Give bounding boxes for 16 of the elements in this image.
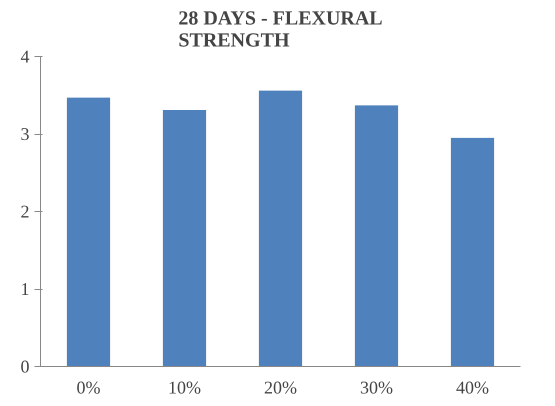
bar [66, 98, 110, 366]
y-tick-label: 4 [20, 46, 30, 66]
x-tick-label: 30% [360, 378, 394, 398]
x-tick-label: 40% [456, 378, 490, 398]
bar [450, 138, 494, 366]
x-tick-label: 10% [168, 378, 202, 398]
y-tick-label: 3 [20, 124, 30, 144]
bar [258, 90, 302, 366]
x-tick-label: 20% [264, 378, 298, 398]
bar [162, 110, 206, 366]
chart-title: 28 DAYS - FLEXURAL STRENGTH [178, 8, 383, 52]
y-tick-label: 1 [20, 279, 30, 299]
y-tick-label: 2 [20, 202, 30, 222]
bar [354, 105, 398, 366]
y-tick-label: 0 [20, 356, 30, 376]
x-tick-label: 0% [76, 378, 101, 398]
